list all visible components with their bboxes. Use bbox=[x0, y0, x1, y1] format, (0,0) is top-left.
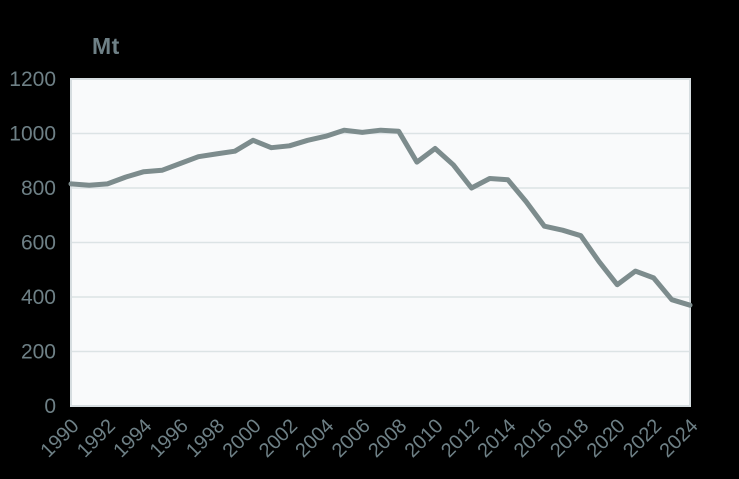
y-axis-tick-label: 600 bbox=[21, 232, 56, 255]
x-axis-tick-label: 2012 bbox=[437, 415, 484, 462]
y-axis-tick-label: 400 bbox=[21, 286, 56, 309]
y-axis-tick-label: 1000 bbox=[9, 123, 56, 146]
data-series-line bbox=[68, 127, 693, 308]
x-axis-tick-label: 2022 bbox=[619, 415, 666, 462]
unit-label: Mt bbox=[92, 33, 120, 59]
x-axis-tick-label: 1990 bbox=[37, 415, 84, 462]
x-axis-tick-label: 1998 bbox=[182, 415, 229, 462]
x-axis-tick-label: 2020 bbox=[583, 415, 630, 462]
y-axis-tick-label: 200 bbox=[21, 341, 56, 364]
x-axis-tick-label: 2008 bbox=[364, 415, 411, 462]
x-axis-tick-label: 2010 bbox=[401, 415, 448, 462]
x-axis-tick-label: 2018 bbox=[546, 415, 593, 462]
x-axis-tick-label: 2000 bbox=[219, 415, 266, 462]
y-axis-tick-label: 1200 bbox=[9, 68, 56, 91]
y-axis-tick-label: 0 bbox=[44, 395, 56, 418]
plot-border bbox=[70, 78, 691, 407]
x-axis-tick-label: 1992 bbox=[73, 415, 120, 462]
x-axis-tick-label: 2014 bbox=[473, 415, 520, 462]
x-axis-tick-label: 2006 bbox=[328, 415, 375, 462]
y-axis-tick-label: 800 bbox=[21, 177, 56, 200]
x-axis-tick-label: 2016 bbox=[510, 415, 557, 462]
x-axis-tick-label: 2004 bbox=[291, 415, 338, 462]
x-axis-tick-label: 2024 bbox=[656, 415, 703, 462]
x-axis-tick-label: 1996 bbox=[146, 415, 193, 462]
x-axis-tick-label: 2002 bbox=[255, 415, 302, 462]
x-axis-tick-label: 1994 bbox=[109, 415, 156, 462]
